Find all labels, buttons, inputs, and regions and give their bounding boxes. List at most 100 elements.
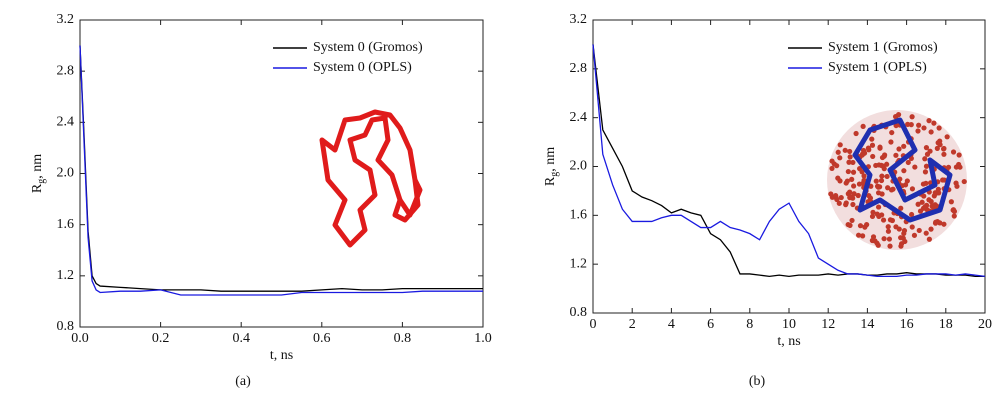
inset-dot xyxy=(835,149,841,155)
y-axis-label-part: , nm xyxy=(543,147,558,172)
y-tick-label: 2.8 xyxy=(570,61,588,76)
x-tick-label: 0.4 xyxy=(232,331,250,346)
y-axis-label-part: g xyxy=(36,179,47,184)
inset-dot xyxy=(950,149,957,155)
inset-dot xyxy=(940,177,946,183)
x-axis-label: t, ns xyxy=(270,348,293,363)
inset-dot xyxy=(904,178,910,184)
inset-dot xyxy=(916,122,922,128)
inset-dot xyxy=(881,236,887,242)
inset-dot xyxy=(901,168,907,174)
inset-dot xyxy=(926,118,932,124)
caption: (b) xyxy=(749,374,766,389)
legend-label: System 0 (Gromos) xyxy=(313,40,423,55)
inset-dot xyxy=(879,173,885,179)
inset-dot xyxy=(957,164,963,170)
inset-dot xyxy=(837,155,843,161)
inset-dot xyxy=(847,195,853,201)
y-axis-label-part: g xyxy=(549,172,560,177)
inset-dot xyxy=(893,224,899,230)
inset-dot xyxy=(909,114,915,120)
x-tick-label: 0.2 xyxy=(152,331,170,346)
inset-dot xyxy=(861,173,867,179)
inset-dot xyxy=(834,196,840,203)
inset-dot xyxy=(897,176,903,182)
inset-dot xyxy=(951,213,957,219)
inset-dot xyxy=(887,243,893,249)
inset-dot xyxy=(889,129,895,136)
x-tick-label: 0.8 xyxy=(394,331,412,346)
inset-dot xyxy=(928,129,934,135)
inset-dot xyxy=(885,185,891,191)
inset-dot xyxy=(915,201,921,207)
inset-dot xyxy=(948,199,954,205)
series-line xyxy=(592,44,985,278)
inset-dot xyxy=(837,142,843,148)
inset-dot xyxy=(926,236,932,242)
inset-dot xyxy=(829,158,835,164)
inset-dot xyxy=(859,169,865,175)
inset-dot xyxy=(846,159,852,165)
inset-dot xyxy=(924,151,931,157)
inset-dot xyxy=(851,191,857,197)
inset-dot xyxy=(857,223,864,229)
inset-dot xyxy=(879,191,885,197)
y-tick-label: 0.8 xyxy=(570,305,588,320)
inset-dot xyxy=(880,217,887,223)
inset-dot xyxy=(923,163,930,169)
inset-dot xyxy=(941,221,947,227)
inset-dot xyxy=(915,128,921,134)
inset-dot xyxy=(877,144,883,150)
inset-dot xyxy=(905,121,911,127)
inset-dot xyxy=(884,173,890,180)
y-tick-label: 3.2 xyxy=(57,12,75,27)
inset-dot xyxy=(870,209,876,215)
inset-dot xyxy=(860,123,866,129)
inset-dot xyxy=(862,224,868,230)
series-line xyxy=(79,45,483,296)
y-tick-label: 1.2 xyxy=(57,268,75,283)
x-tick-label: 0.6 xyxy=(313,331,331,346)
inset-dot xyxy=(881,166,887,172)
y-tick-label: 1.6 xyxy=(570,208,588,223)
inset-dot xyxy=(876,162,882,168)
inset-dot xyxy=(869,237,875,244)
inset-dot xyxy=(909,211,915,218)
y-tick-label: 0.8 xyxy=(57,319,75,334)
inset-dot xyxy=(850,169,857,175)
x-tick-label: 8 xyxy=(746,317,753,332)
inset-dot xyxy=(923,180,929,186)
inset-dot xyxy=(847,189,853,195)
inset-dot xyxy=(901,143,907,149)
x-tick-label: 12 xyxy=(821,317,835,332)
inset-dot xyxy=(921,193,927,199)
inset-dot xyxy=(954,183,960,189)
inset-dot xyxy=(935,140,941,146)
inset-dot xyxy=(860,233,866,239)
x-tick-label: 6 xyxy=(707,317,714,332)
y-tick-label: 2.0 xyxy=(57,166,75,181)
x-tick-label: 2 xyxy=(629,317,636,332)
inset-dot xyxy=(888,187,895,193)
inset-dot xyxy=(886,236,893,242)
inset-dot xyxy=(892,114,899,120)
legend-label: System 1 (OPLS) xyxy=(828,60,927,75)
inset-dot xyxy=(888,139,894,145)
y-tick-label: 1.6 xyxy=(57,217,75,232)
inset-dot xyxy=(956,152,962,158)
y-axis-label-part: , nm xyxy=(30,154,45,179)
inset-dot xyxy=(875,242,881,248)
y-tick-label: 2.8 xyxy=(57,63,75,78)
inset-dot xyxy=(875,184,881,190)
inset-dot xyxy=(869,136,875,142)
inset-dot xyxy=(898,243,904,249)
inset-dot xyxy=(893,152,899,158)
y-tick-label: 1.2 xyxy=(570,256,588,271)
inset-dot xyxy=(941,151,947,157)
inset-dot xyxy=(932,190,938,196)
y-tick-label: 2.4 xyxy=(57,115,75,130)
inset-dot xyxy=(912,164,918,170)
inset-dot xyxy=(838,194,844,201)
inset-dot xyxy=(850,201,856,208)
x-tick-label: 18 xyxy=(939,317,953,332)
